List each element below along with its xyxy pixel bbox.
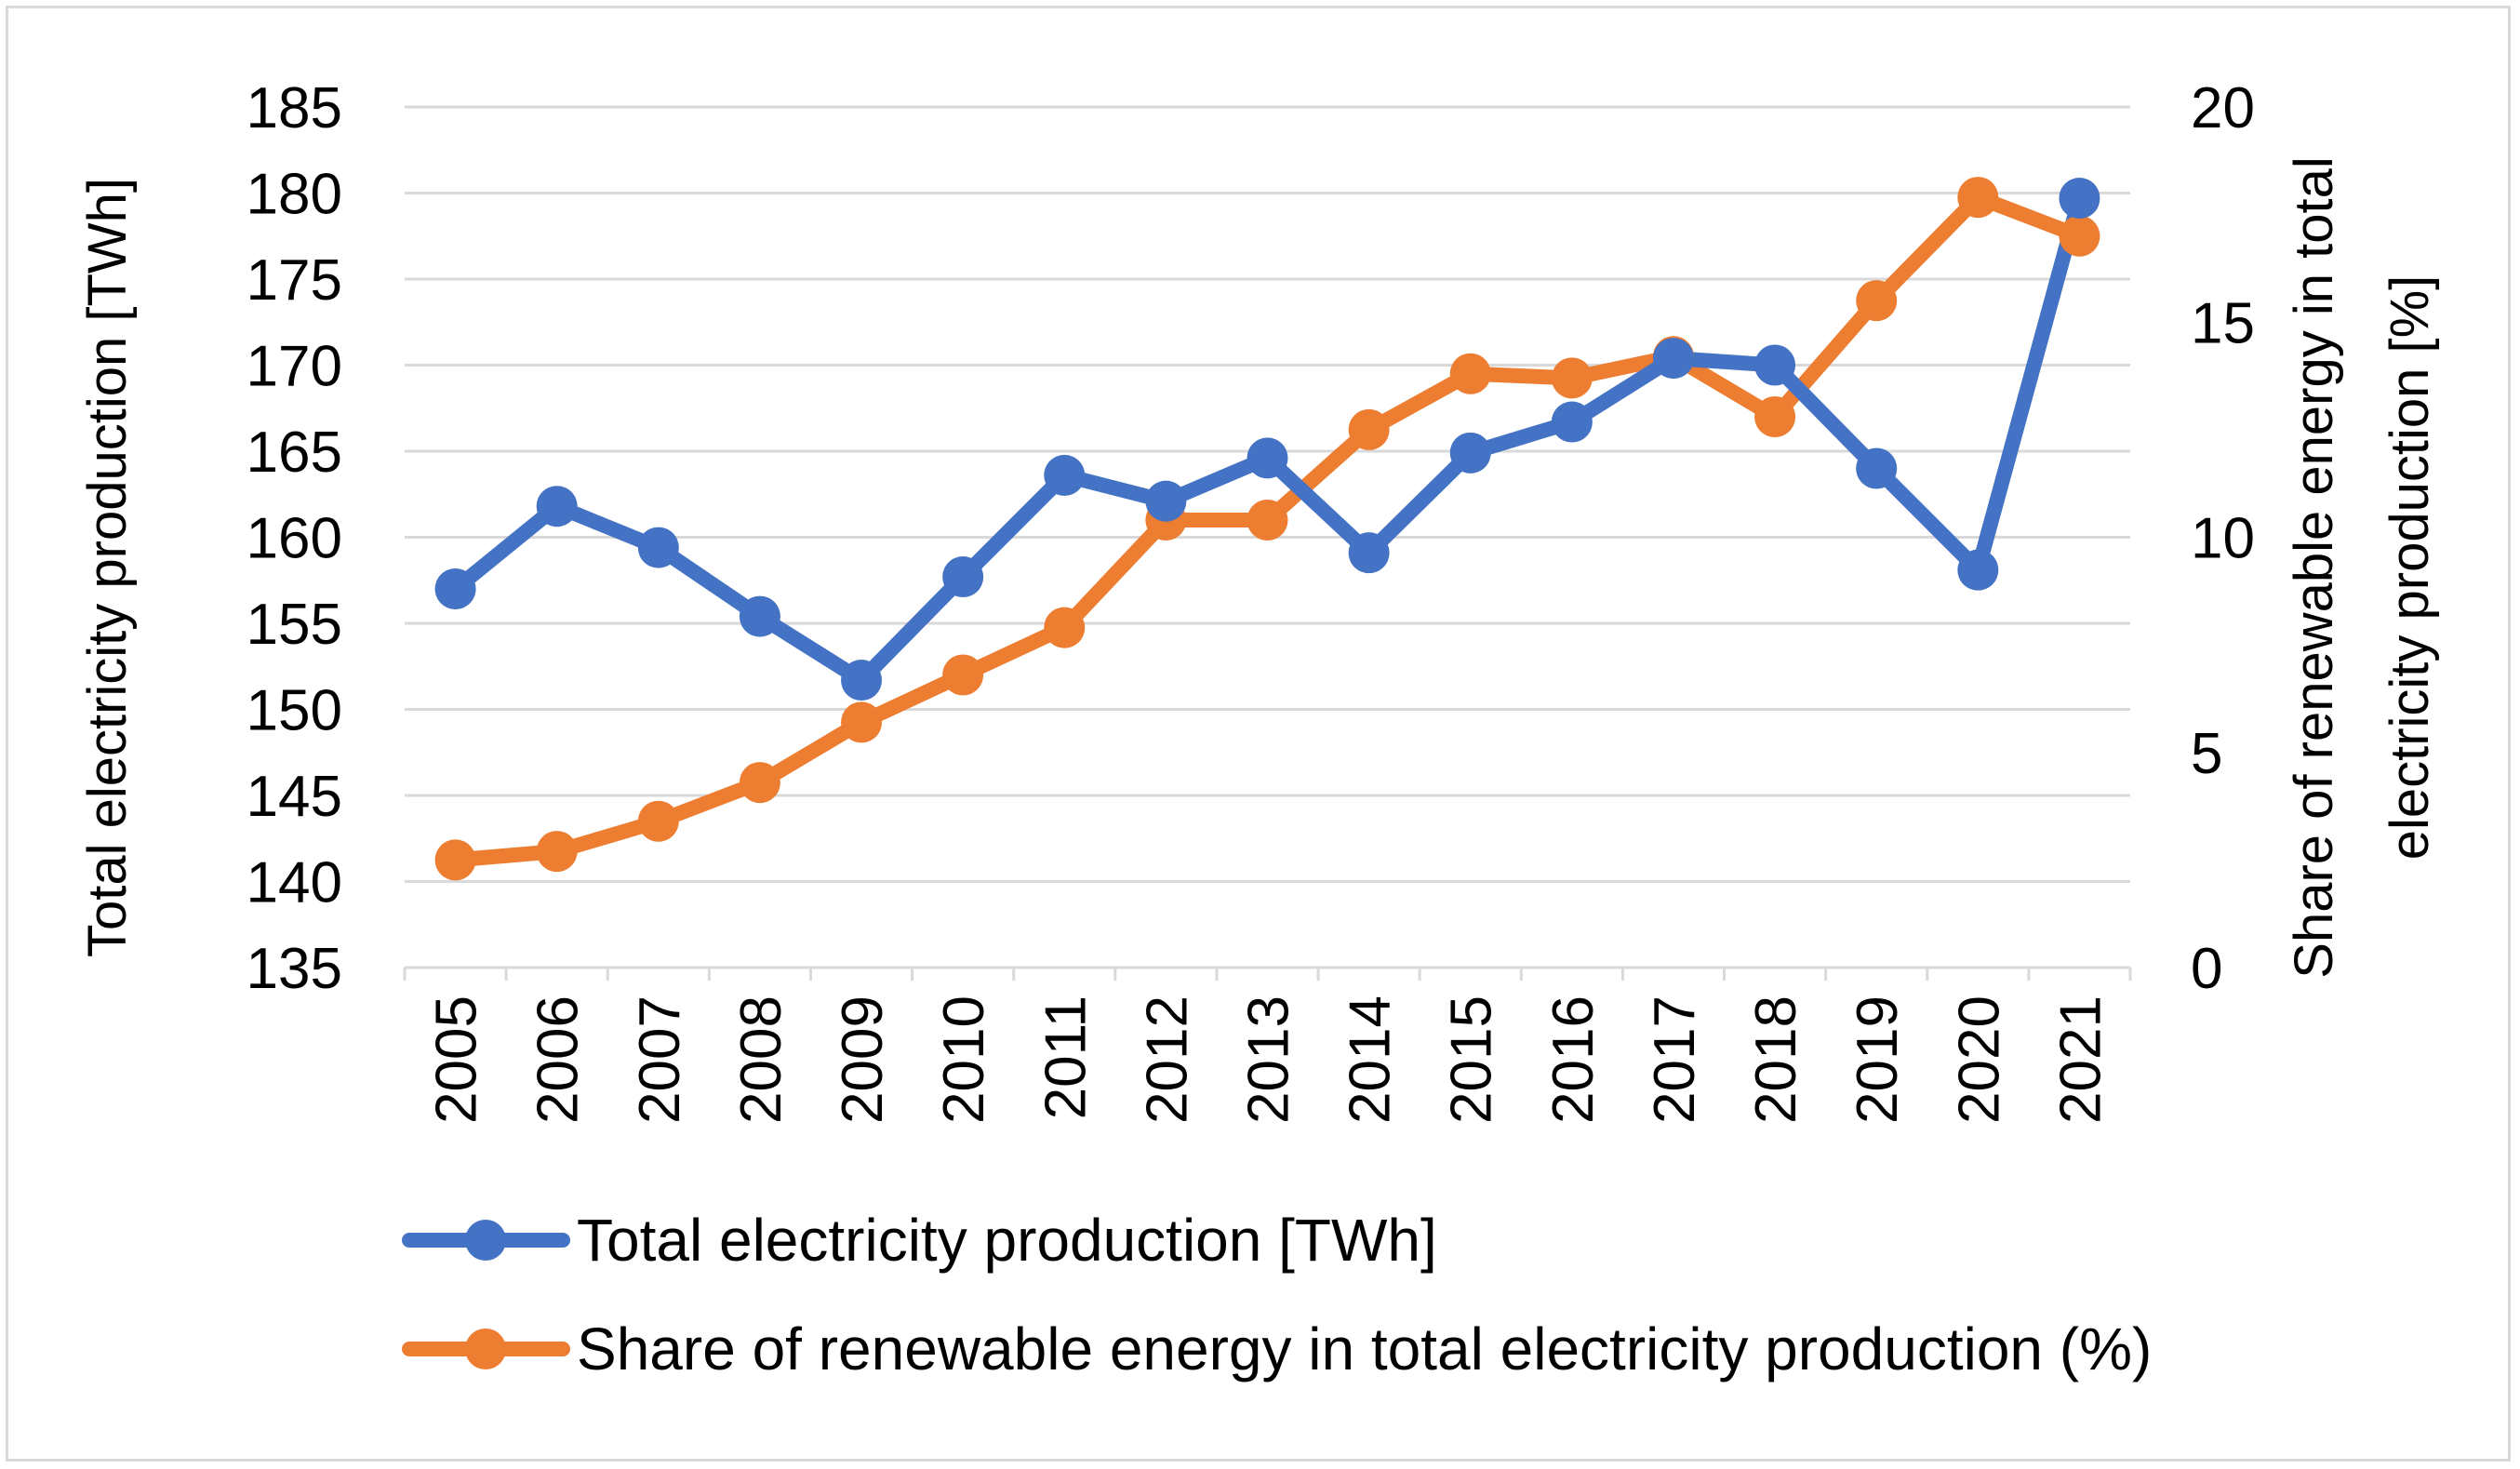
data-point-total-production <box>739 595 780 637</box>
x-tick-label: 2010 <box>932 995 996 1124</box>
x-tick-label: 2015 <box>1440 995 1504 1124</box>
left-axis-ticks: 135 140 145 150 155 160 165 170 175 180 185 <box>247 76 342 1001</box>
data-point-renewable-share <box>637 800 679 842</box>
data-point-total-production <box>434 568 476 609</box>
data-point-renewable-share <box>1754 396 1796 437</box>
right-axis-title-line-1: Share of renewable energy in total <box>2284 156 2344 978</box>
right-tick-label: 10 <box>2191 507 2255 571</box>
chart-frame <box>6 6 2511 1462</box>
left-tick-label: 135 <box>247 937 342 1001</box>
legend-item-total-production: Total electricity production [TWh] <box>402 1207 1437 1274</box>
right-tick-label: 15 <box>2191 291 2255 355</box>
data-point-total-production <box>1145 480 1187 522</box>
left-tick-label: 165 <box>247 421 342 485</box>
left-tick-label: 150 <box>247 679 342 743</box>
data-point-renewable-share <box>2059 215 2100 257</box>
data-point-renewable-share <box>1044 607 1086 648</box>
x-axis: 2005 2006 2007 2008 2009 2010 2011 2012 2013 2014… <box>403 966 2132 1124</box>
right-tick-label: 20 <box>2191 76 2255 140</box>
data-point-renewable-share <box>739 762 780 804</box>
data-point-renewable-share <box>841 701 883 743</box>
data-point-renewable-share <box>1957 177 1999 219</box>
data-point-renewable-share <box>1348 408 1390 450</box>
series-points <box>434 177 2100 881</box>
data-point-renewable-share <box>1856 280 1898 322</box>
legend-swatch-marker <box>465 1220 506 1261</box>
legend: Total electricity production [TWh] Share … <box>402 1207 2152 1382</box>
data-point-total-production <box>1652 338 1694 380</box>
x-tick-label: 2009 <box>831 995 895 1124</box>
legend-item-renewable-share: Share of renewable energy in total elect… <box>402 1315 2152 1382</box>
data-point-total-production <box>841 660 883 701</box>
left-tick-label: 155 <box>247 593 342 657</box>
x-tick-label: 2018 <box>1744 995 1808 1124</box>
data-point-renewable-share <box>434 839 476 881</box>
x-tick-label: 2013 <box>1237 995 1301 1124</box>
x-tick-label: 2019 <box>1846 995 1910 1124</box>
data-point-total-production <box>1044 454 1086 496</box>
data-point-renewable-share <box>942 654 984 696</box>
left-tick-label: 175 <box>247 248 342 313</box>
legend-label: Share of renewable energy in total elect… <box>577 1315 2152 1382</box>
left-tick-label: 140 <box>247 851 342 915</box>
gridlines <box>405 105 2130 883</box>
left-tick-label: 145 <box>247 765 342 829</box>
left-tick-label: 180 <box>247 163 342 227</box>
data-point-total-production <box>536 486 578 528</box>
x-tick-label: 2008 <box>729 995 793 1124</box>
x-tick-label: 2014 <box>1339 995 1403 1124</box>
data-point-renewable-share <box>1551 357 1593 399</box>
data-point-total-production <box>1957 549 1999 591</box>
x-tick-label: 2021 <box>2048 995 2113 1124</box>
right-axis-ticks: 0 5 10 15 20 <box>2191 76 2255 1001</box>
x-tick-label: 2017 <box>1643 995 1707 1124</box>
data-point-total-production <box>1856 447 1898 489</box>
data-point-renewable-share <box>1247 500 1288 541</box>
data-point-total-production <box>2059 178 2100 220</box>
right-tick-label: 5 <box>2191 722 2222 786</box>
left-tick-label: 185 <box>247 76 342 140</box>
legend-swatch-marker <box>465 1329 506 1369</box>
left-axis-title: Total electricity production [TWh] <box>77 178 138 957</box>
right-tick-label: 0 <box>2191 937 2222 1001</box>
left-tick-label: 160 <box>247 507 342 571</box>
x-tick-label: 2011 <box>1033 995 1098 1119</box>
x-tick-label: 2007 <box>628 995 692 1124</box>
data-point-total-production <box>1754 344 1796 386</box>
data-point-total-production <box>1247 437 1288 479</box>
data-point-total-production <box>637 527 679 568</box>
right-axis-title-line-2: electricity production [%] <box>2380 275 2440 861</box>
x-tick-label: 2006 <box>527 995 591 1124</box>
data-point-renewable-share <box>1449 353 1491 394</box>
legend-label: Total electricity production [TWh] <box>577 1207 1437 1274</box>
data-point-total-production <box>1348 532 1390 574</box>
x-tick-label: 2012 <box>1135 995 1199 1124</box>
x-tick-label: 2016 <box>1541 995 1606 1124</box>
data-point-total-production <box>942 556 984 598</box>
data-point-total-production <box>1551 401 1593 443</box>
data-point-total-production <box>1449 432 1491 474</box>
x-tick-label: 2020 <box>1947 995 2011 1124</box>
data-point-renewable-share <box>536 831 578 873</box>
left-tick-label: 170 <box>247 335 342 399</box>
x-tick-label: 2005 <box>425 995 489 1124</box>
